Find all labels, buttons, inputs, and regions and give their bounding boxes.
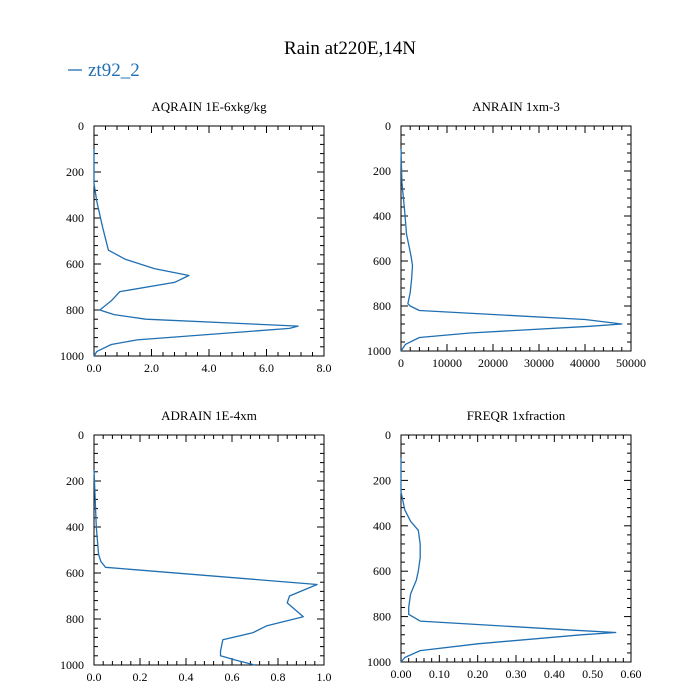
y-tick-label: 200 — [373, 164, 391, 178]
panel-title: FREQR 1xfraction — [467, 408, 566, 423]
y-tick-label: 800 — [373, 299, 391, 313]
y-tick-label: 200 — [373, 473, 391, 487]
series-line-aqrain — [93, 149, 299, 357]
y-tick-label: 800 — [66, 303, 84, 317]
plot-frame — [93, 434, 325, 666]
x-tick-label: 0.0 — [87, 670, 102, 684]
legend-label: zt92_2 — [88, 60, 140, 81]
y-tick-label: 200 — [66, 474, 84, 488]
x-tick-label: 0.20 — [467, 667, 488, 681]
x-tick-label: 0.60 — [621, 667, 642, 681]
legend: zt92_2 — [68, 60, 140, 81]
plot-frame — [400, 434, 632, 663]
plot-frame — [400, 125, 632, 352]
y-tick-label: 800 — [66, 612, 84, 626]
figure-title: Rain at220E,14N — [284, 38, 416, 59]
x-tick-label: 40000 — [570, 356, 600, 370]
panel-title: ANRAIN 1xm-3 — [472, 99, 560, 114]
panel-freqr: FREQR 1xfraction 0.00 0.10 0.20 0.30 0.40 0.50… — [367, 408, 642, 681]
x-tick-label: 0.50 — [582, 667, 603, 681]
y-tick-label: 1000 — [60, 349, 84, 363]
panels: AQRAIN 1E-6xkg/kg 0.0 2.0 4.0 6.0 8.0 0 200 400 6… — [60, 99, 646, 684]
y-tick-label: 400 — [373, 209, 391, 223]
y-tick-label: 1000 — [367, 655, 391, 669]
y-tick-label: 1000 — [367, 344, 391, 358]
x-tick-label: 6.0 — [259, 361, 274, 375]
x-tick-label: 1.0 — [317, 670, 332, 684]
panel-title: AQRAIN 1E-6xkg/kg — [151, 99, 267, 114]
x-tick-label: 0.6 — [225, 670, 240, 684]
y-tick-label: 400 — [66, 211, 84, 225]
y-tick-label: 600 — [66, 566, 84, 580]
x-tick-label: 0.40 — [544, 667, 565, 681]
x-tick-label: 50000 — [616, 356, 646, 370]
x-tick-label: 0.2 — [133, 670, 148, 684]
x-tick-label: 2.0 — [144, 361, 159, 375]
x-tick-label: 0 — [398, 356, 404, 370]
x-tick-label: 0.0 — [87, 361, 102, 375]
series-line-anrain — [400, 148, 623, 352]
panel-adrain: ADRAIN 1E-4xm 0.0 0.2 0.4 0.6 0.8 1.0 0 200 400 60… — [60, 408, 332, 684]
y-tick-label: 800 — [373, 610, 391, 624]
y-tick-label: 1000 — [60, 658, 84, 672]
x-tick-label: 10000 — [432, 356, 462, 370]
y-tick-label: 0 — [78, 428, 84, 442]
y-tick-label: 200 — [66, 165, 84, 179]
x-tick-label: 0.4 — [179, 670, 194, 684]
x-tick-label: 8.0 — [317, 361, 332, 375]
y-tick-label: 0 — [78, 119, 84, 133]
series-line-adrain — [93, 469, 318, 666]
y-tick-label: 0 — [385, 428, 391, 442]
panel-aqrain: AQRAIN 1E-6xkg/kg 0.0 2.0 4.0 6.0 8.0 0 200 400 6… — [60, 99, 332, 375]
y-tick-label: 400 — [66, 520, 84, 534]
y-tick-label: 400 — [373, 519, 391, 533]
y-tick-label: 600 — [373, 564, 391, 578]
x-tick-label: 0.00 — [391, 667, 412, 681]
x-tick-label: 0.30 — [506, 667, 527, 681]
series-line-freqr — [400, 457, 617, 663]
x-tick-label: 4.0 — [202, 361, 217, 375]
y-tick-label: 600 — [373, 254, 391, 268]
y-tick-label: 600 — [66, 257, 84, 271]
x-tick-label: 20000 — [478, 356, 508, 370]
y-tick-label: 0 — [385, 119, 391, 133]
x-tick-label: 30000 — [524, 356, 554, 370]
panel-anrain: ANRAIN 1xm-3 0 10000 20000 30000 40000 50000 0 2… — [367, 99, 646, 370]
x-tick-label: 0.8 — [271, 670, 286, 684]
panel-title: ADRAIN 1E-4xm — [161, 408, 257, 423]
x-tick-label: 0.10 — [429, 667, 450, 681]
